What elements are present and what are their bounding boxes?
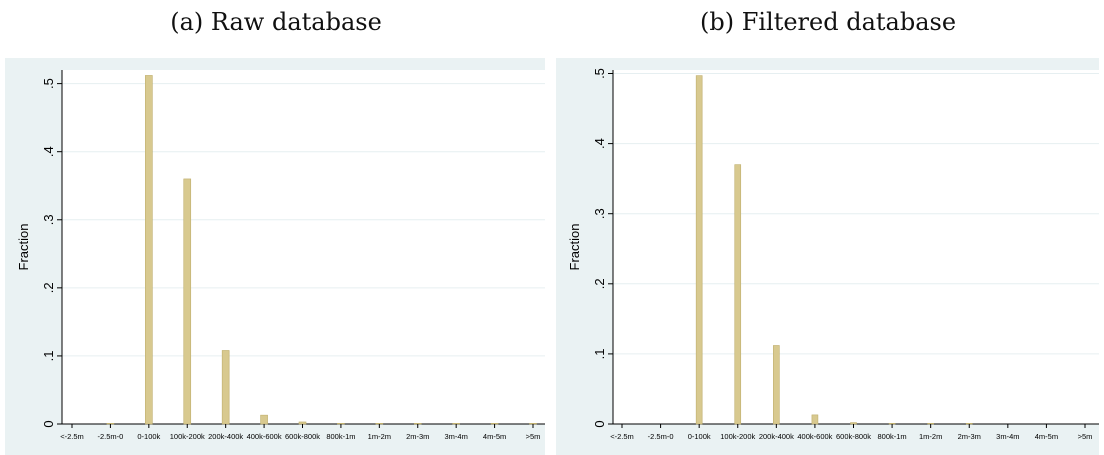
y-tick-label: .3 xyxy=(592,208,607,219)
x-tick-label: 600k-800k xyxy=(836,432,871,441)
bar-400k-600k xyxy=(811,414,819,425)
y-axis-title: Fraction xyxy=(16,224,31,271)
x-tick-label: 100k-200k xyxy=(170,432,205,441)
y-tick-label: .2 xyxy=(592,278,607,289)
x-tick-label: -2.5m-0 xyxy=(97,432,123,441)
bar-100k-200k xyxy=(734,164,742,425)
y-tick-label: .3 xyxy=(41,214,56,225)
bar-800k-1m xyxy=(337,423,345,425)
x-tick-label: 4m-5m xyxy=(1035,432,1058,441)
bar-0-100k xyxy=(695,75,703,425)
bar-200k-400k xyxy=(773,345,780,425)
x-tick-label: 2m-3m xyxy=(406,432,429,441)
chart-caption-raw: (a) Raw database xyxy=(170,8,382,36)
x-tick-label: 0-100k xyxy=(137,432,160,441)
y-tick-label: 0 xyxy=(41,420,56,427)
x-tick-label: 3m-4m xyxy=(996,432,1019,441)
x-tick-label: 3m-4m xyxy=(444,432,467,441)
bar-600k-800k xyxy=(850,422,857,425)
x-tick-label: 400k-600k xyxy=(247,432,282,441)
x-tick-label: 600k-800k xyxy=(285,432,320,441)
x-tick-label: -2.5m-0 xyxy=(648,432,674,441)
histogram-raw-database: 0 .1 .2 .3 .4 .5 Fraction <-2.5m -2.5m-0 0-100k 10… xyxy=(5,58,545,455)
y-tick-label: .2 xyxy=(41,282,56,293)
bar-1m-2m xyxy=(927,422,934,425)
chart-caption-filtered: (b) Filtered database xyxy=(699,8,957,36)
bar--2.5m-0 xyxy=(106,423,115,425)
x-tick-label: >5m xyxy=(1078,432,1093,441)
bar-2m-3m xyxy=(965,422,973,425)
bar-600k-800k xyxy=(298,421,307,425)
y-tick-label: .1 xyxy=(41,351,56,362)
bar-100k-200k xyxy=(183,178,192,425)
bar-4m-5m xyxy=(490,423,499,425)
bar-800k-1m xyxy=(888,422,896,425)
bar->5m xyxy=(529,423,537,425)
bar-400k-600k xyxy=(260,414,268,425)
x-tick-label: 100k-200k xyxy=(720,432,755,441)
y-tick-label: .4 xyxy=(592,138,607,149)
plot-area xyxy=(62,70,545,424)
x-tick-label: 0-100k xyxy=(688,432,711,441)
x-tick-label: <-2.5m xyxy=(60,432,84,441)
bar-3m-4m xyxy=(452,423,460,425)
x-tick-label: 4m-5m xyxy=(483,432,506,441)
x-tick-label: 1m-2m xyxy=(919,432,942,441)
x-tick-label: 800k-1m xyxy=(326,432,355,441)
y-tick-label: .5 xyxy=(41,78,56,89)
y-tick-label: .1 xyxy=(592,348,607,359)
x-tick-label: 1m-2m xyxy=(368,432,391,441)
bar-1m-2m xyxy=(375,423,384,425)
histogram-filtered-database: 0 .1 .2 .3 .4 .5 Fraction <-2.5m -2.5m-0 0-100k 10… xyxy=(556,58,1099,455)
bar-200k-400k xyxy=(221,350,230,425)
x-tick-label: 200k-400k xyxy=(208,432,243,441)
x-tick-label: 800k-1m xyxy=(877,432,906,441)
x-tick-label: 200k-400k xyxy=(759,432,794,441)
bar-0-100k xyxy=(145,75,153,425)
x-tick-label: 2m-3m xyxy=(958,432,981,441)
x-tick-label: 400k-600k xyxy=(797,432,832,441)
y-tick-label: .5 xyxy=(592,68,607,79)
x-tick-label: <-2.5m xyxy=(610,432,634,441)
x-tick-label: >5m xyxy=(526,432,541,441)
y-tick-label: 0 xyxy=(592,420,607,427)
plot-area xyxy=(613,70,1099,424)
bar-2m-3m xyxy=(413,423,422,425)
y-tick-label: .4 xyxy=(41,146,56,157)
y-axis-title: Fraction xyxy=(567,224,582,271)
